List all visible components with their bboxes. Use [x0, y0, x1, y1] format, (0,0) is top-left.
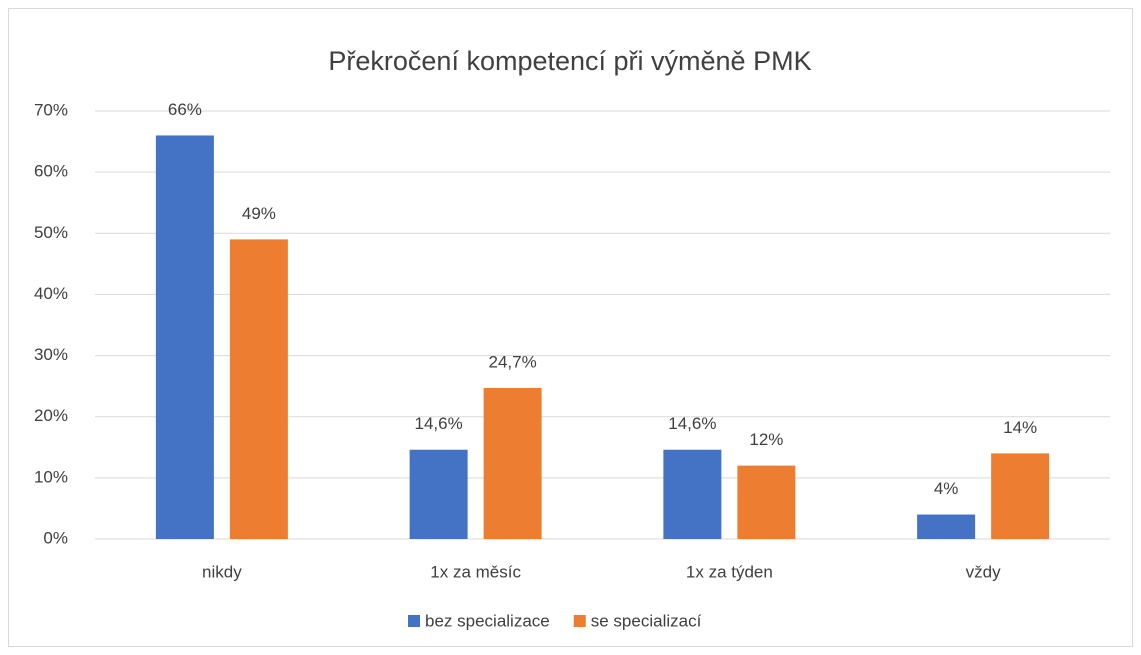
data-label: 14,6% [415, 414, 463, 433]
y-tick-label: 50% [34, 223, 68, 242]
legend-swatch [573, 615, 586, 627]
bar [737, 465, 796, 539]
x-tick-label: 1x za měsíc [430, 562, 521, 581]
data-label: 24,7% [489, 352, 537, 371]
y-tick-label: 10% [34, 467, 68, 486]
y-tick-label: 60% [34, 162, 68, 181]
data-label: 66% [168, 100, 202, 119]
legend-swatch [408, 615, 420, 627]
legend-label: bez specializace [425, 611, 550, 630]
chart-title: Překročení kompetencí při výměně PMK [328, 46, 811, 76]
bar [917, 514, 976, 539]
y-tick-label: 40% [34, 284, 68, 303]
y-tick-label: 70% [34, 100, 68, 119]
x-tick-label: 1x za týden [686, 562, 773, 581]
bar [483, 387, 542, 539]
legend-label: se specializací [591, 611, 702, 630]
bar [229, 239, 288, 539]
y-tick-label: 0% [43, 528, 68, 547]
data-label: 14% [1003, 418, 1037, 437]
bar [155, 135, 214, 539]
y-tick-label: 30% [34, 345, 68, 364]
x-tick-label: vždy [966, 562, 1001, 581]
x-tick-label: nikdy [202, 562, 242, 581]
bar [663, 449, 722, 539]
data-label: 49% [242, 204, 276, 223]
data-label: 14,6% [668, 414, 716, 433]
bar [409, 449, 468, 539]
data-label: 12% [749, 430, 783, 449]
bar [991, 453, 1050, 539]
y-tick-label: 20% [34, 406, 68, 425]
data-label: 4% [934, 479, 959, 498]
